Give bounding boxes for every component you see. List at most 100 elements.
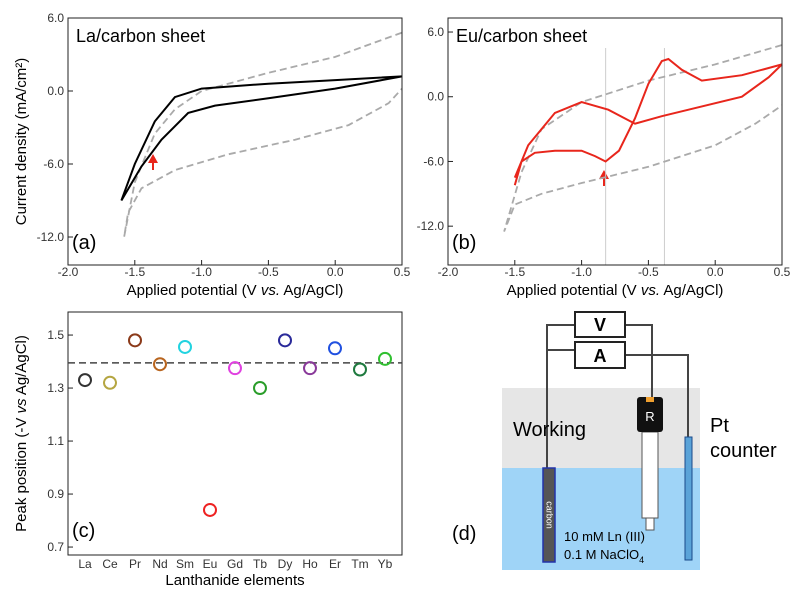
counter-label: counter — [710, 440, 777, 462]
plot-frame — [67, 311, 403, 556]
x-tick-label: Yb — [378, 557, 393, 571]
reference-tube — [641, 431, 659, 519]
working-electrode — [542, 467, 556, 563]
x-label: Applied potential (V vs. Ag/AgCl) — [127, 282, 344, 299]
x-tick-label: -2.0 — [58, 265, 79, 279]
y-tick-label: -6.0 — [423, 154, 444, 168]
y-tick-label: 1.3 — [47, 381, 64, 395]
x-tick-label: Ho — [302, 557, 318, 571]
x-tick-label: La — [78, 557, 92, 571]
data-point — [278, 333, 292, 348]
voltmeter-label: V — [594, 315, 606, 335]
y-tick-label: 0.9 — [47, 487, 64, 501]
ammeter-label: A — [594, 346, 607, 366]
x-tick-label: Gd — [227, 557, 243, 571]
x-tick-label: Nd — [152, 557, 167, 571]
beaker-headspace — [502, 388, 700, 468]
data-point — [253, 381, 267, 396]
cv-curve — [120, 75, 403, 202]
arrow — [599, 170, 609, 179]
x-tick-label: Tb — [253, 557, 267, 571]
data-point — [353, 362, 367, 377]
electrolyte — [502, 468, 700, 570]
y-label: vs — [13, 398, 30, 414]
x-label: Applied potential (V — [507, 282, 641, 299]
x-label: vs. — [261, 282, 280, 299]
panel-label: (d) — [452, 523, 476, 545]
plot-frame — [67, 17, 403, 266]
data-point — [328, 341, 342, 356]
data-point — [378, 351, 392, 366]
y-label: Peak position (-V vs Ag/AgCl) — [13, 335, 30, 532]
x-tick-label: Pr — [129, 557, 141, 571]
x-tick-label: Eu — [203, 557, 218, 571]
chart-title: Eu/carbon sheet — [456, 26, 587, 46]
x-tick-label: 0.5 — [394, 265, 411, 279]
reference-label: R — [645, 409, 654, 424]
y-tick-label: 0.7 — [47, 540, 64, 554]
working-material: carbon — [545, 501, 555, 529]
data-point — [228, 361, 242, 376]
y-tick-label: 0.0 — [47, 84, 64, 98]
cell-diagram: V A carbon R Working Pt counter 10 mM Ln… — [452, 311, 777, 570]
x-tick-label: -1.5 — [504, 265, 525, 279]
ammeter — [574, 341, 626, 369]
x-tick-label: -0.5 — [638, 265, 659, 279]
voltmeter — [574, 311, 626, 338]
y-tick-label: 0.0 — [427, 90, 444, 104]
x-label: Ag/AgCl) — [280, 282, 343, 299]
y-tick-label: 1.5 — [47, 328, 64, 342]
x-label: Applied potential (V vs. Ag/AgCl) — [507, 282, 724, 299]
x-label: Ag/AgCl) — [660, 282, 723, 299]
x-tick-label: Sm — [176, 557, 194, 571]
x-tick-label: -1.0 — [191, 265, 212, 279]
data-point — [303, 361, 317, 376]
y-label: Ag/AgCl) — [13, 335, 30, 398]
arrow — [148, 154, 158, 163]
cv-curve — [123, 31, 403, 238]
solution-label: 0.1 M NaClO — [564, 547, 639, 562]
reference-dot — [646, 397, 654, 402]
x-tick-label: -2.0 — [438, 265, 459, 279]
data-point — [153, 357, 167, 372]
y-tick-label: 6.0 — [427, 25, 444, 39]
subscript: 4 — [639, 555, 644, 565]
y-label: Peak position (-V — [13, 413, 30, 531]
x-tick-label: -1.0 — [571, 265, 592, 279]
x-tick-label: 0.0 — [327, 265, 344, 279]
x-label: Applied potential (V — [127, 282, 261, 299]
data-point — [128, 333, 142, 348]
cv-curve — [513, 57, 783, 186]
x-label: Lanthanide elements — [165, 572, 304, 589]
x-tick-label: -0.5 — [258, 265, 279, 279]
data-point — [178, 339, 192, 354]
x-tick-label: 0.5 — [774, 265, 791, 279]
data-point — [78, 373, 92, 388]
panel-label: (a) — [72, 232, 96, 254]
cv-curve — [503, 44, 783, 232]
solution-label: 0.1 M NaClO4 — [564, 547, 644, 565]
y-tick-label: 6.0 — [47, 11, 64, 25]
panel-label: (b) — [452, 232, 476, 254]
y-tick-label: 1.1 — [47, 434, 64, 448]
data-point — [203, 502, 217, 517]
y-tick-label: -6.0 — [43, 157, 64, 171]
x-tick-label: 0.0 — [707, 265, 724, 279]
wires — [546, 324, 689, 468]
plot-frame — [447, 17, 783, 266]
working-label: Working — [513, 419, 586, 441]
x-tick-label: Er — [329, 557, 341, 571]
x-tick-label: Ce — [102, 557, 118, 571]
counter-electrode — [684, 436, 693, 561]
x-tick-label: -1.5 — [124, 265, 145, 279]
x-label: vs. — [641, 282, 660, 299]
x-tick-label: Dy — [278, 557, 293, 571]
y-tick-label: -12.0 — [37, 230, 65, 244]
y-tick-label: -12.0 — [417, 219, 445, 233]
reference-tip — [645, 517, 655, 531]
data-point — [103, 375, 117, 390]
chart-title: La/carbon sheet — [76, 26, 205, 46]
y-label: Current density (mA/cm²) — [13, 58, 30, 226]
x-tick-label: Tm — [351, 557, 368, 571]
